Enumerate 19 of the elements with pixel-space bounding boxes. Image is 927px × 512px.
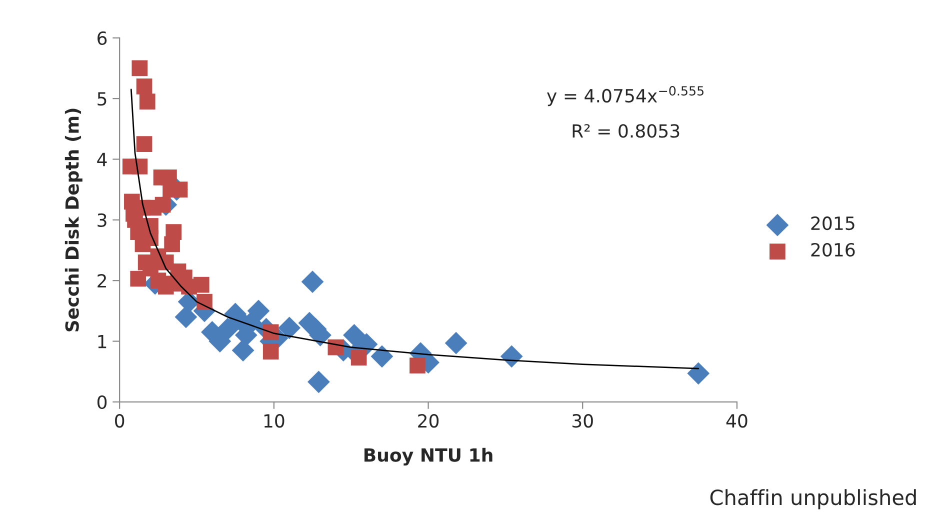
y-tick-label: 5 <box>98 92 106 106</box>
x-tick-label: 30 <box>572 414 593 428</box>
text: Chaffin unpublished <box>710 489 916 510</box>
legend-label: 2016 <box>811 242 855 257</box>
y-tick-label: 6 <box>98 31 107 46</box>
y-tick-label: 3 <box>98 213 106 228</box>
annotation: R² = 0.8053 <box>572 124 680 138</box>
y-axis-title: Secchi Disk Depth (m) <box>64 108 82 332</box>
y-tick-label: 0 <box>97 395 107 410</box>
y-tick-label: 1 <box>98 334 106 348</box>
x-tick-label: 20 <box>418 414 439 428</box>
y-tick-label: 2 <box>98 274 106 288</box>
x-tick-label: 40 <box>726 414 748 428</box>
x-axis-title: Buoy NTU 1h <box>364 448 492 466</box>
x-tick-label: 10 <box>264 414 284 428</box>
legend-label: 2015 <box>811 216 854 230</box>
annotation: y = 4.0754x$^{−0.555}$ <box>547 86 704 106</box>
y-tick-label: 4 <box>97 152 107 166</box>
x-tick-label: 0 <box>115 414 124 428</box>
